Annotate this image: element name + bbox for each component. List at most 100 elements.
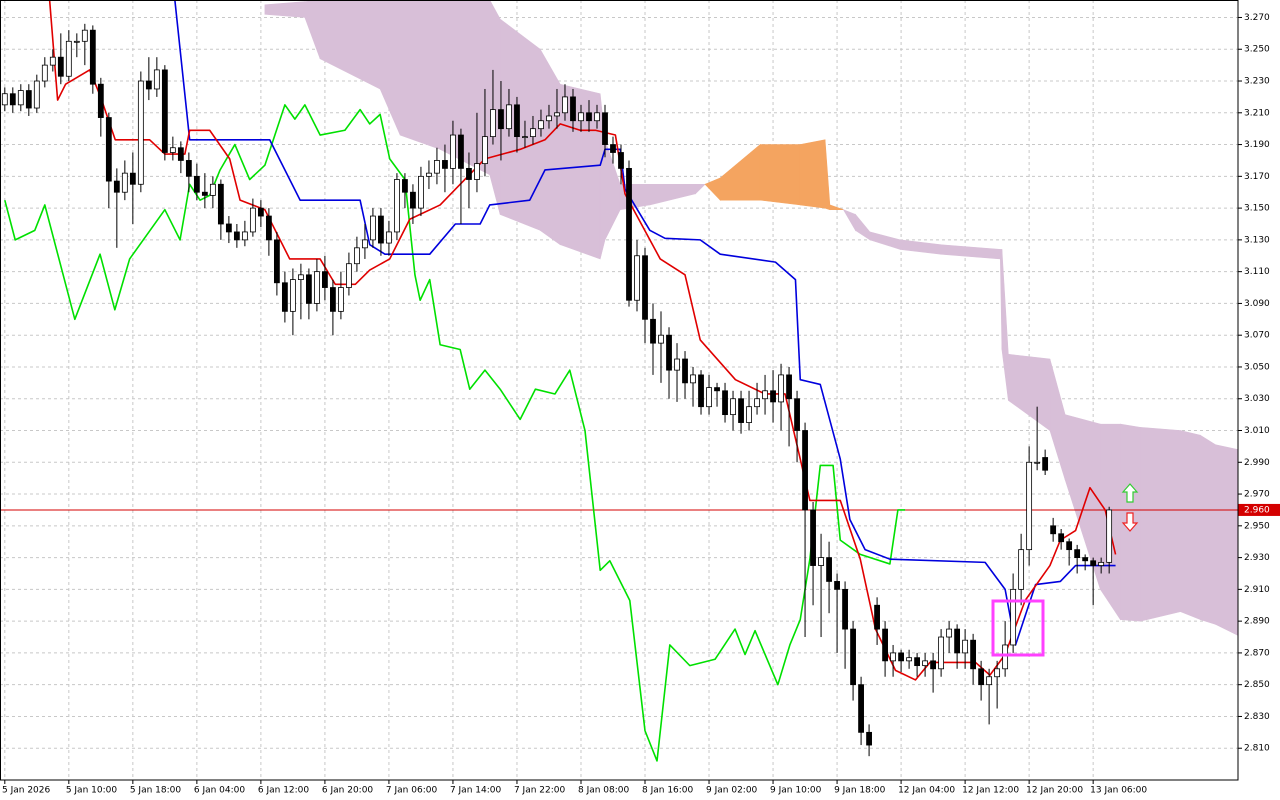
candle-body xyxy=(594,112,600,122)
candle-body xyxy=(113,180,120,193)
candle-body xyxy=(225,223,232,233)
candle-body xyxy=(322,271,328,288)
price-label-box xyxy=(1238,503,1280,516)
candle-body xyxy=(866,731,872,746)
candle-body xyxy=(1018,549,1025,590)
candle-body xyxy=(105,117,112,182)
indicator-line xyxy=(4,104,906,762)
candle-body xyxy=(618,152,624,169)
candle-body xyxy=(970,639,977,670)
cloud-segment xyxy=(379,0,401,136)
candle-body xyxy=(217,183,224,225)
candle-body xyxy=(978,668,985,686)
candle-body xyxy=(410,191,416,209)
x-tick-label: 7 Jan 06:00 xyxy=(386,786,438,796)
candle-body xyxy=(914,657,920,667)
candle-body xyxy=(1002,644,1009,670)
plot-frame xyxy=(0,0,1239,781)
x-tick-label: 9 Jan 10:00 xyxy=(770,786,822,796)
y-tick-label: 3.130 xyxy=(1244,235,1270,245)
grid xyxy=(0,0,1238,780)
candle-body xyxy=(241,231,248,241)
candle-body xyxy=(506,104,512,130)
y-tick-label: 2.850 xyxy=(1244,680,1270,690)
candle-body xyxy=(570,96,576,122)
x-tick-label: 12 Jan 12:00 xyxy=(962,786,1019,796)
sell-arrow xyxy=(1121,512,1139,532)
candle-body xyxy=(426,172,432,177)
x-tick-label: 5 Jan 10:00 xyxy=(66,786,118,796)
candle-body xyxy=(626,167,632,301)
candle-body xyxy=(1050,525,1057,535)
candle-body xyxy=(522,136,528,139)
candle-body xyxy=(129,172,136,185)
candle-body xyxy=(842,588,848,630)
candle-body xyxy=(121,172,128,193)
candle-body xyxy=(962,639,969,654)
x-tick-label: 8 Jan 16:00 xyxy=(642,786,694,796)
cloud-segment xyxy=(304,0,321,59)
candle-body xyxy=(754,398,760,408)
cloud-segment xyxy=(319,0,381,90)
candle-body xyxy=(674,358,680,371)
buy-arrow xyxy=(1121,483,1139,503)
candle-body xyxy=(1042,457,1049,471)
candle-body xyxy=(562,96,568,114)
candle-body xyxy=(169,147,176,153)
x-tick-label: 9 Jan 02:00 xyxy=(706,786,758,796)
candle-body xyxy=(297,274,304,280)
y-tick-label: 3.230 xyxy=(1244,77,1270,87)
candle-body xyxy=(281,282,288,312)
candle-body xyxy=(746,406,752,423)
candle-body xyxy=(378,215,384,244)
y-tick-label: 2.910 xyxy=(1244,585,1270,595)
candle-body xyxy=(305,274,312,304)
candle-body xyxy=(442,160,448,169)
candle-body xyxy=(418,175,424,209)
candle-body xyxy=(185,160,192,177)
candle-body xyxy=(682,358,688,384)
price-label: 2.960 xyxy=(1244,505,1270,515)
candle-body xyxy=(666,334,672,371)
candle-body xyxy=(858,684,864,733)
x-tick-label: 12 Jan 20:00 xyxy=(1026,786,1083,796)
candle-body xyxy=(778,374,784,403)
candle-body xyxy=(65,40,72,77)
candle-body xyxy=(898,652,904,662)
cloud-segment xyxy=(539,48,561,246)
candle-body xyxy=(938,636,945,670)
candle-body xyxy=(786,374,792,400)
cloud-segment xyxy=(1215,444,1238,636)
candle-body xyxy=(882,628,888,662)
indicator-line xyxy=(48,0,1117,681)
cloud-segment xyxy=(759,144,801,206)
candle-body xyxy=(834,581,840,590)
candle-body xyxy=(209,183,216,196)
cloud-segment xyxy=(1200,434,1216,625)
candle-body xyxy=(794,398,800,431)
candle-body xyxy=(73,40,80,43)
candle-body xyxy=(1090,560,1097,566)
candle-body xyxy=(490,109,496,138)
candle-body xyxy=(177,147,184,161)
candle-body xyxy=(986,676,993,686)
candle-body xyxy=(906,657,912,662)
candle-body xyxy=(994,668,1001,678)
candle-body xyxy=(642,255,648,320)
plot-area xyxy=(0,0,1238,762)
cloud-segment xyxy=(1180,430,1201,620)
y-tick-label: 3.190 xyxy=(1244,140,1270,150)
candle-body xyxy=(161,69,168,153)
x-tick-label: 7 Jan 22:00 xyxy=(514,786,566,796)
candle-body xyxy=(17,90,24,106)
highlight-box xyxy=(991,599,1045,657)
candle-body xyxy=(650,318,656,344)
candle-body xyxy=(514,104,520,138)
candle-body xyxy=(690,374,696,384)
candle-body xyxy=(97,83,104,118)
y-tick-label: 2.950 xyxy=(1244,521,1270,531)
candle-body xyxy=(610,144,616,153)
candle-body xyxy=(402,179,408,193)
candle-body xyxy=(25,90,32,109)
